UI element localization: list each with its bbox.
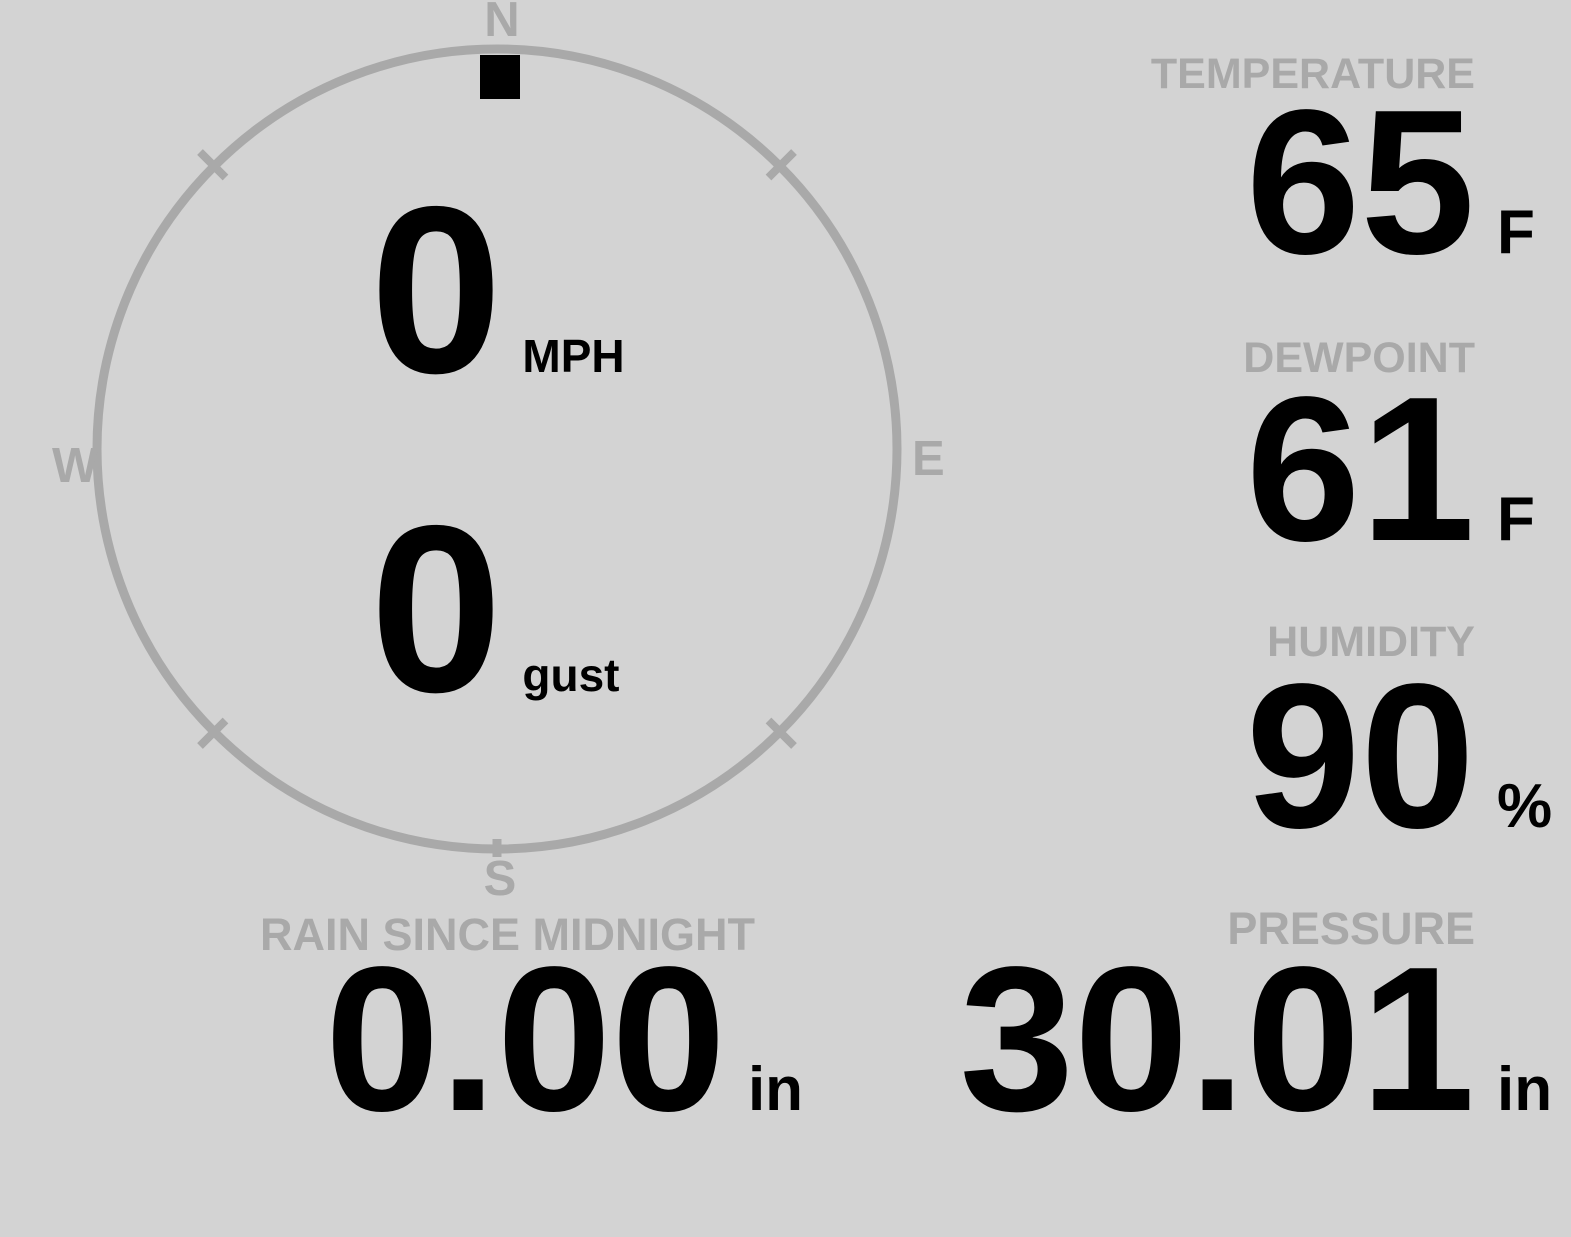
pressure-unit: in — [1497, 1055, 1553, 1124]
dewpoint-value: 61 — [1245, 354, 1475, 584]
humidity-unit: % — [1497, 772, 1553, 841]
temperature-label: TEMPERATURE — [1150, 50, 1475, 98]
rain-label: RAIN SINCE MIDNIGHT — [260, 909, 755, 960]
pressure-value-row: 30.01 in — [959, 936, 1552, 1142]
wind-gust-row: 0 gust — [370, 491, 619, 729]
wind-speed-value: 0 — [370, 158, 503, 423]
humidity-value: 90 — [1245, 641, 1475, 871]
compass-tick-ne — [765, 149, 797, 181]
compass-tick-nw — [197, 149, 229, 181]
humidity-label: HUMIDITY — [1267, 618, 1475, 666]
wind-speed-row: 0 MPH — [370, 172, 625, 410]
rain-value-row: 0.00 in — [325, 936, 803, 1142]
pressure-label: PRESSURE — [1227, 903, 1475, 954]
dewpoint-value-row: 61 F — [1246, 366, 1552, 572]
wind-compass — [92, 44, 902, 857]
dewpoint-label: DEWPOINT — [1243, 334, 1475, 382]
humidity-value-row: 90 % — [1246, 653, 1552, 859]
compass-tick-se — [765, 717, 797, 749]
compass-tick-sw — [197, 717, 229, 749]
temperature-value-row: 65 F — [1246, 79, 1552, 285]
temperature-unit: F — [1497, 198, 1535, 267]
pressure-value: 30.01 — [959, 924, 1475, 1154]
compass-label-west: W — [52, 439, 99, 493]
temperature-value: 65 — [1245, 67, 1475, 297]
dewpoint-unit: F — [1497, 485, 1535, 554]
wind-gust-value: 0 — [370, 477, 503, 742]
wind-speed-unit: MPH — [522, 330, 625, 382]
compass-label-east: E — [912, 432, 945, 486]
compass-label-north: N — [484, 0, 520, 47]
wind-gust-unit: gust — [522, 649, 620, 701]
rain-unit: in — [747, 1055, 804, 1124]
rain-value: 0.00 — [325, 924, 726, 1154]
wind-direction-marker-icon — [480, 55, 520, 99]
compass-label-south: S — [483, 852, 517, 906]
